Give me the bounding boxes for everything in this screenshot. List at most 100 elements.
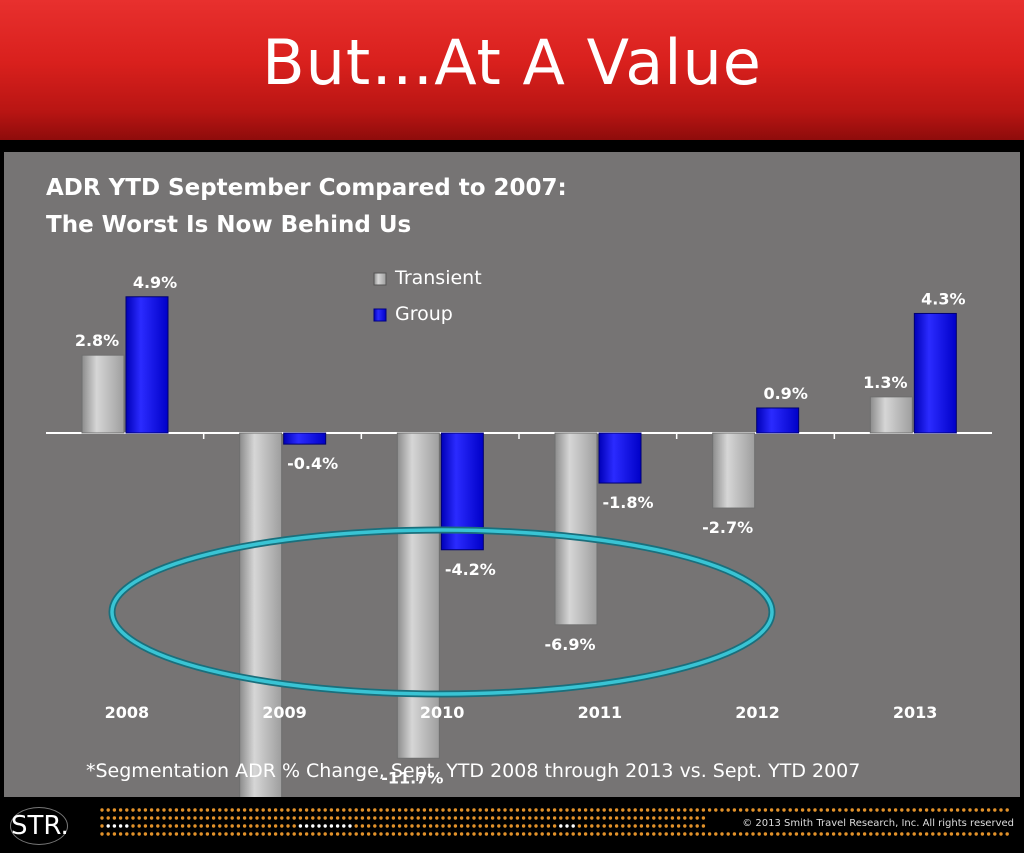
footer-dot xyxy=(695,832,699,836)
footer-dot xyxy=(348,816,352,820)
footer-dot xyxy=(211,816,216,820)
footer-dot xyxy=(683,832,687,836)
footer-dot xyxy=(249,816,253,820)
footer-dot xyxy=(590,824,594,828)
footer-dot xyxy=(143,808,148,812)
footer-dot xyxy=(428,816,433,820)
footer-dot xyxy=(366,824,371,828)
footer-dot xyxy=(404,816,408,820)
footer-dot xyxy=(199,808,203,812)
footer-dot xyxy=(187,816,191,820)
footer-dot xyxy=(112,824,117,828)
footer-dot xyxy=(701,832,706,836)
footer-dot xyxy=(422,816,427,820)
footer-dot xyxy=(769,832,774,836)
footer-dot xyxy=(211,808,216,812)
footer-dot xyxy=(422,832,427,836)
footer-dot xyxy=(416,832,420,836)
footer-dot xyxy=(503,832,507,836)
footer-dot xyxy=(534,824,538,828)
footer-dot xyxy=(447,832,451,836)
footer-dot xyxy=(540,832,544,836)
footer-dot xyxy=(645,824,650,828)
footer-dot xyxy=(571,808,575,812)
footer-dot xyxy=(261,808,265,812)
footer-dot xyxy=(782,808,786,812)
transient-bar xyxy=(396,432,440,759)
footer-dot xyxy=(751,808,755,812)
footer-dot xyxy=(887,832,892,836)
footer-dot xyxy=(652,824,656,828)
footer-dot xyxy=(391,832,396,836)
footer-dot xyxy=(453,824,458,828)
x-tick-label: 2009 xyxy=(262,703,307,722)
title-banner: But…At A Value xyxy=(0,0,1024,140)
footer-dot xyxy=(174,816,179,820)
footer-dot xyxy=(738,832,743,836)
data-label: -11.7% xyxy=(381,768,443,787)
footer-dot xyxy=(955,832,960,836)
footer-dot xyxy=(100,824,104,828)
footer-dot xyxy=(311,808,315,812)
footer-dot xyxy=(484,808,489,812)
footer-dot xyxy=(856,832,861,836)
footer-dot xyxy=(298,808,303,812)
footer-dot xyxy=(577,808,582,812)
footer-dot xyxy=(280,816,284,820)
footer-dot xyxy=(187,832,191,836)
footer-dot xyxy=(218,824,222,828)
footer-dot xyxy=(633,832,637,836)
footer-dot xyxy=(453,816,458,820)
footer-dot xyxy=(497,824,501,828)
footer-dot xyxy=(168,832,172,836)
chart-title-line-1: ADR YTD September Compared to 2007: xyxy=(46,175,567,201)
footer-dot xyxy=(249,808,253,812)
footer-dot xyxy=(311,832,315,836)
footer-dot xyxy=(645,816,650,820)
footer-dot xyxy=(143,824,148,828)
footer-dot xyxy=(230,824,234,828)
footer-dot xyxy=(838,832,842,836)
footer-dot xyxy=(999,832,1003,836)
footer-dot xyxy=(800,808,805,812)
footer: STR. © 2013 Smith Travel Research, Inc. … xyxy=(0,797,1024,853)
footer-dot xyxy=(546,832,551,836)
footer-dot xyxy=(658,824,662,828)
footer-dot xyxy=(968,832,972,836)
footer-dot xyxy=(459,808,464,812)
footer-dot xyxy=(664,824,668,828)
footer-dot xyxy=(590,816,594,820)
footer-dot xyxy=(906,832,910,836)
footer-dot xyxy=(410,816,414,820)
footer-dot xyxy=(459,816,464,820)
footer-dot xyxy=(521,824,526,828)
footer-dot xyxy=(838,808,842,812)
footer-dot xyxy=(174,832,179,836)
footer-dot xyxy=(993,808,997,812)
footer-dot xyxy=(521,816,526,820)
footer-dot xyxy=(608,832,613,836)
footer-dot xyxy=(242,824,247,828)
footer-dot xyxy=(664,832,668,836)
footer-dot xyxy=(106,808,110,812)
footer-dot xyxy=(844,808,848,812)
footer-dot xyxy=(428,832,433,836)
footer-dot xyxy=(379,832,383,836)
footer-dot xyxy=(621,824,625,828)
footer-dot xyxy=(949,832,954,836)
footer-dot xyxy=(540,824,544,828)
footer-dot xyxy=(720,808,724,812)
footer-dot xyxy=(521,832,526,836)
footer-dot xyxy=(943,832,947,836)
footer-dot xyxy=(999,808,1003,812)
footer-dot xyxy=(428,824,433,828)
footer-dot xyxy=(466,832,470,836)
footer-dot xyxy=(385,816,389,820)
footer-dot xyxy=(100,808,104,812)
footer-dot xyxy=(577,832,582,836)
footer-dot xyxy=(304,824,309,828)
footer-dot xyxy=(763,832,768,836)
footer-dot xyxy=(528,832,532,836)
footer-dot xyxy=(366,808,371,812)
footer-dot xyxy=(428,808,433,812)
